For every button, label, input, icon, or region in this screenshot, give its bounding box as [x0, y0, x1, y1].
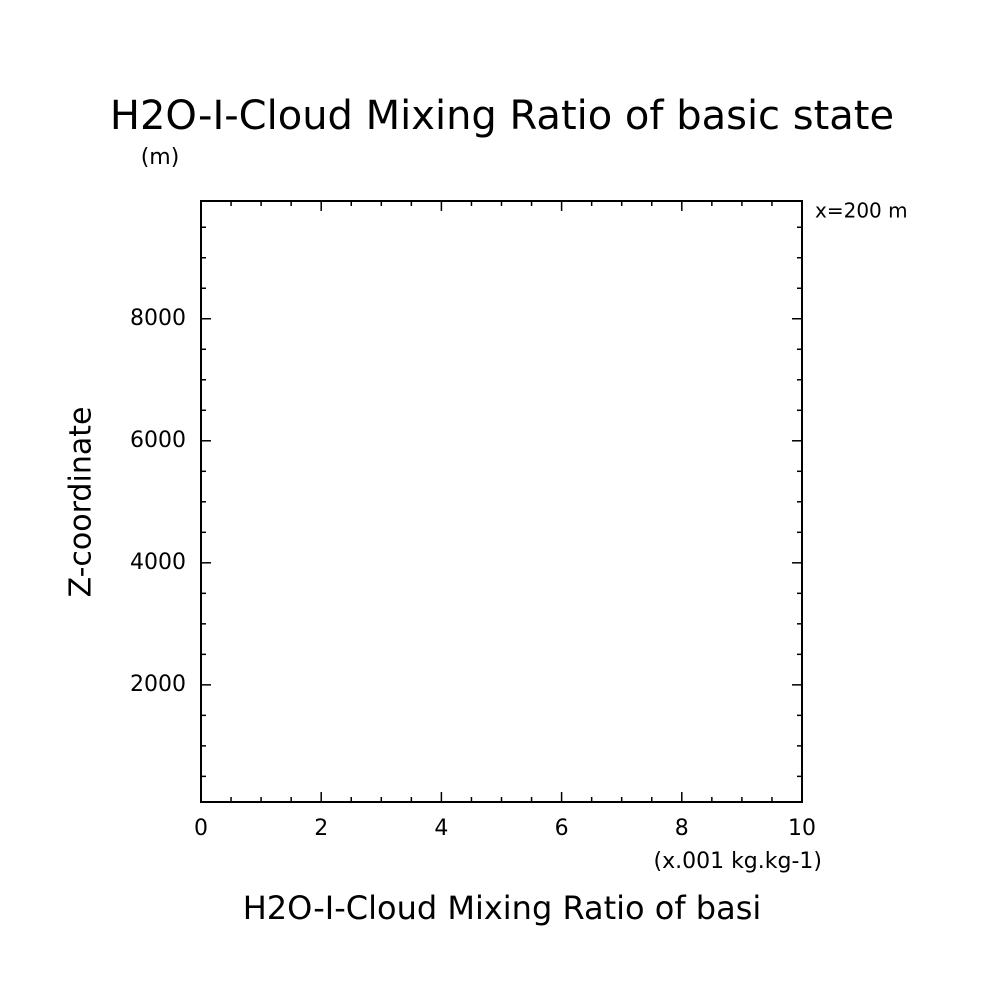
x-tick-label: 8 — [675, 816, 689, 841]
x-tick-label: 6 — [555, 816, 569, 841]
x-tick-label: 10 — [788, 816, 816, 841]
x-unit: (x.001 kg.kg-1) — [653, 849, 822, 874]
chart-title: H2O-I-Cloud Mixing Ratio of basic state — [110, 93, 894, 139]
y-tick-label: 4000 — [130, 550, 186, 575]
plot-frame — [200, 200, 803, 803]
y-tick-label: 2000 — [130, 672, 186, 697]
y-tick-label: 8000 — [130, 306, 186, 331]
annotation: x=200 m — [815, 199, 908, 223]
y-tick-label: 6000 — [130, 428, 186, 453]
x-axis-label: H2O-I-Cloud Mixing Ratio of basi — [243, 889, 762, 927]
x-tick-label: 4 — [434, 816, 448, 841]
y-axis-label: Z-coordinate — [64, 407, 99, 598]
x-tick-label: 0 — [194, 816, 208, 841]
x-tick-label: 2 — [314, 816, 328, 841]
y-unit: (m) — [141, 145, 180, 170]
